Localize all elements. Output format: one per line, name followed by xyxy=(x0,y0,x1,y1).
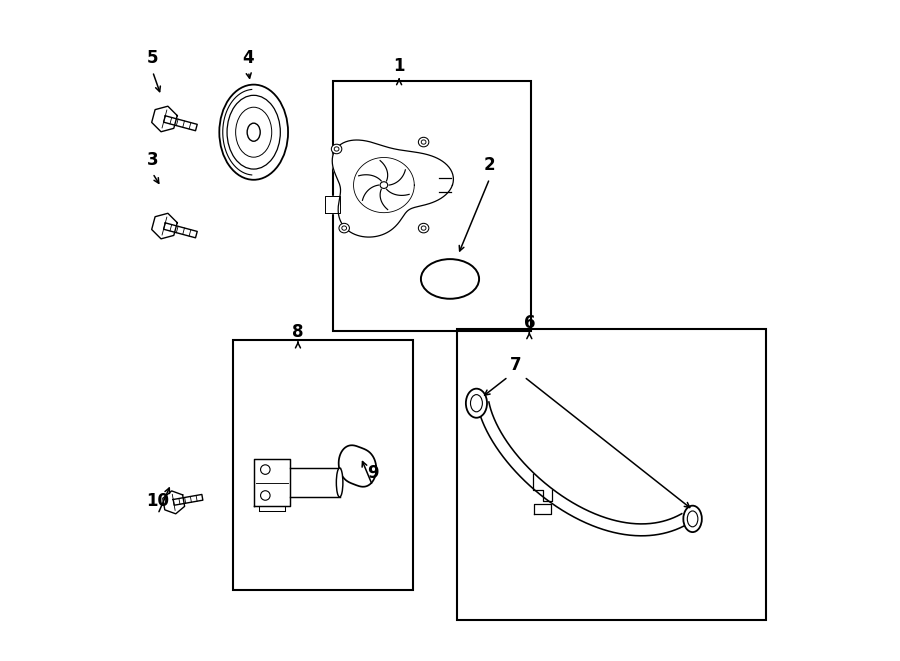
Ellipse shape xyxy=(418,223,428,233)
Bar xyxy=(233,340,413,590)
Ellipse shape xyxy=(331,144,342,154)
Polygon shape xyxy=(477,402,688,536)
Text: 2: 2 xyxy=(484,156,496,175)
Circle shape xyxy=(261,465,270,475)
Text: 6: 6 xyxy=(524,313,536,332)
Polygon shape xyxy=(164,116,197,131)
Polygon shape xyxy=(534,504,551,514)
Bar xyxy=(333,81,531,330)
Bar xyxy=(457,329,766,620)
Polygon shape xyxy=(173,494,202,505)
Ellipse shape xyxy=(466,389,487,418)
Ellipse shape xyxy=(421,259,479,299)
Text: 3: 3 xyxy=(147,151,158,169)
Polygon shape xyxy=(338,446,376,486)
Polygon shape xyxy=(254,459,290,506)
Polygon shape xyxy=(164,223,197,238)
Polygon shape xyxy=(152,214,177,239)
Text: 8: 8 xyxy=(292,323,303,341)
Text: 10: 10 xyxy=(147,492,169,510)
Text: 1: 1 xyxy=(393,57,405,75)
Text: 4: 4 xyxy=(243,49,254,67)
Text: 9: 9 xyxy=(367,463,379,482)
Ellipse shape xyxy=(339,223,349,233)
Polygon shape xyxy=(326,196,340,214)
Ellipse shape xyxy=(337,468,343,497)
Ellipse shape xyxy=(683,506,702,532)
Polygon shape xyxy=(163,491,184,514)
Ellipse shape xyxy=(220,85,288,180)
Text: 7: 7 xyxy=(510,356,522,374)
Ellipse shape xyxy=(418,137,428,147)
Circle shape xyxy=(261,490,270,500)
Ellipse shape xyxy=(380,182,388,188)
Polygon shape xyxy=(152,106,177,132)
Polygon shape xyxy=(332,140,454,237)
Text: 5: 5 xyxy=(147,49,158,67)
